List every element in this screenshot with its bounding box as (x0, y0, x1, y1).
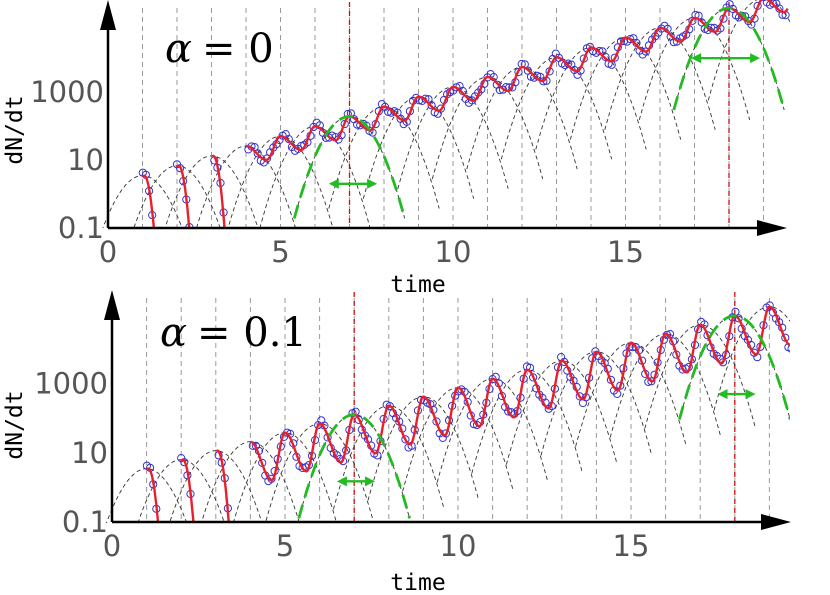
grid-lines (142, 2, 764, 228)
parabola-curve (164, 155, 259, 228)
green-parabola (678, 314, 790, 420)
parabola-curve (195, 145, 297, 228)
x-axis-label: time (390, 570, 445, 595)
data-point (529, 373, 538, 382)
x-tick-label: 5 (271, 235, 289, 269)
x-axis-label: time (390, 272, 445, 298)
axes (104, 290, 791, 530)
data-point (734, 314, 743, 323)
green-group (292, 6, 786, 219)
parabola-curve (169, 450, 263, 523)
data-point (595, 46, 604, 56)
width-arrow-head-left (717, 389, 728, 400)
axes (100, 0, 787, 236)
x-tick-label: 15 (613, 529, 650, 563)
y-axis-label: dN/dt (2, 390, 28, 459)
alpha-symbol: α (165, 26, 192, 72)
alpha-value: = 0.1 (197, 310, 307, 356)
fit-group (138, 0, 790, 228)
y-tick-label: 10 (67, 143, 104, 177)
data-point (253, 149, 262, 158)
parabola-curve (227, 135, 334, 228)
green-parabola (292, 115, 407, 219)
parabola-curve (707, 0, 790, 101)
tick-labels: 0 5 10 15 0.1 10 1000 (34, 367, 649, 563)
green-parabola (297, 413, 411, 519)
data-point (575, 392, 584, 401)
panel-alpha-0-1: 0 5 10 15 0.1 10 1000 α = 0.1 time dN/dt (2, 290, 791, 595)
y-tick-label: 0.1 (58, 211, 104, 245)
alpha-value: = 0 (202, 26, 274, 72)
y-axis-arrow (104, 290, 120, 320)
data-point (601, 52, 610, 62)
x-tick-label: 10 (440, 529, 477, 563)
tick-labels: 0 5 10 15 0.1 10 1000 (30, 75, 644, 269)
x-tick-label: 5 (276, 529, 294, 563)
data-point (176, 164, 185, 173)
data-point (514, 67, 523, 77)
width-arrow-head-left (691, 53, 702, 64)
x-tick-label: 15 (607, 235, 644, 269)
data-point (436, 104, 445, 113)
data-point (626, 35, 635, 44)
grid-lines (146, 292, 770, 522)
x-tick-label: 0 (99, 235, 117, 269)
fit-line (145, 305, 790, 523)
data-point (697, 18, 706, 27)
panel-alpha-0: 0 5 10 15 0.1 10 1000 α = 0 time dN/dt (2, 0, 790, 298)
y-axis-label: dN/dt (2, 95, 28, 164)
parabola-curve (137, 459, 225, 523)
width-arrow-head-right (745, 389, 756, 400)
data-point (427, 101, 436, 110)
panel-annotation: α = 0.1 (160, 310, 307, 356)
data-point (401, 435, 410, 444)
data-point (787, 344, 790, 353)
width-arrow-head-left (328, 178, 339, 189)
green-parabola (672, 6, 786, 111)
fit-group (142, 301, 790, 523)
x-axis-arrow (757, 220, 787, 236)
data-point (610, 53, 619, 62)
data-point (354, 415, 363, 424)
x-tick-label: 0 (103, 529, 121, 563)
y-tick-label: 1000 (30, 75, 104, 109)
width-arrow-head-right (750, 53, 761, 64)
x-axis-arrow (761, 514, 791, 530)
width-arrow-head-right (367, 178, 378, 189)
y-tick-label: 10 (71, 436, 108, 470)
data-point (385, 402, 394, 411)
parabola-curve (200, 441, 300, 523)
data-point (765, 301, 774, 310)
width-arrow-head-left (336, 476, 347, 487)
x-tick-label: 10 (435, 235, 472, 269)
data-point (180, 458, 189, 467)
y-axis-arrow (100, 0, 116, 30)
data-point (647, 377, 656, 386)
green-group (297, 314, 790, 519)
panel-annotation: α = 0 (165, 26, 274, 72)
y-tick-label: 0.1 (62, 505, 108, 539)
alpha-symbol: α (160, 310, 187, 356)
width-arrow-head-right (364, 476, 375, 487)
data-point (769, 0, 778, 8)
y-tick-label: 1000 (34, 367, 108, 401)
fit-line (141, 0, 789, 228)
